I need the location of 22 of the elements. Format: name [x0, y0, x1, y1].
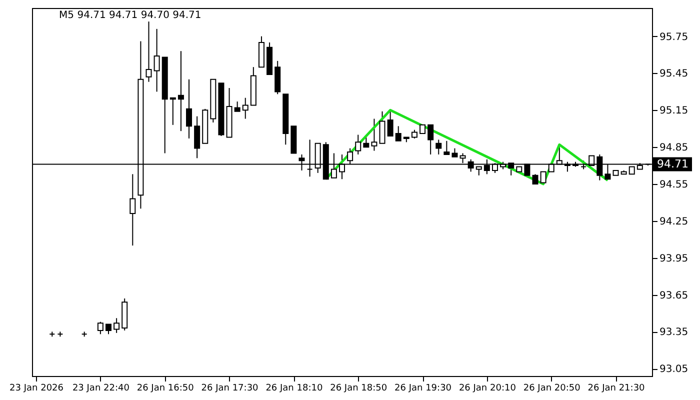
y-tick-label: 93.05: [660, 364, 688, 376]
x-tick-label: 26 Jan 16:50: [136, 384, 194, 394]
y-tick-label: 93.35: [660, 327, 688, 338]
x-tick-label: 26 Jan 17:30: [201, 384, 259, 394]
y-tick-label: 94.25: [660, 216, 688, 228]
y-tick-label: 95.45: [660, 68, 688, 80]
x-tick-label: 26 Jan 20:50: [523, 384, 581, 394]
chart-title: M5 94.71 94.71 94.70 94.71: [59, 10, 202, 21]
x-tick-label: 26 Jan 21:30: [588, 384, 646, 394]
y-tick-label: 94.55: [660, 180, 688, 190]
y-tick-label: 95.75: [660, 32, 688, 43]
ref-line-label: 94.71: [657, 157, 688, 170]
y-tick-label: 94.85: [660, 142, 688, 154]
x-tick-label: 26 Jan 18:50: [330, 384, 388, 394]
y-tick-label: 95.15: [660, 106, 688, 117]
y-tick-label: 93.95: [660, 253, 688, 264]
x-tick-label: 23 Jan 2026: [10, 384, 64, 394]
x-tick-label: 23 Jan 22:40: [72, 384, 130, 394]
x-tick-label: 26 Jan 19:30: [394, 384, 452, 394]
x-tick-label: 26 Jan 20:10: [458, 384, 516, 394]
y-tick-label: 93.65: [660, 290, 688, 302]
x-tick-label: 26 Jan 18:10: [266, 384, 323, 394]
